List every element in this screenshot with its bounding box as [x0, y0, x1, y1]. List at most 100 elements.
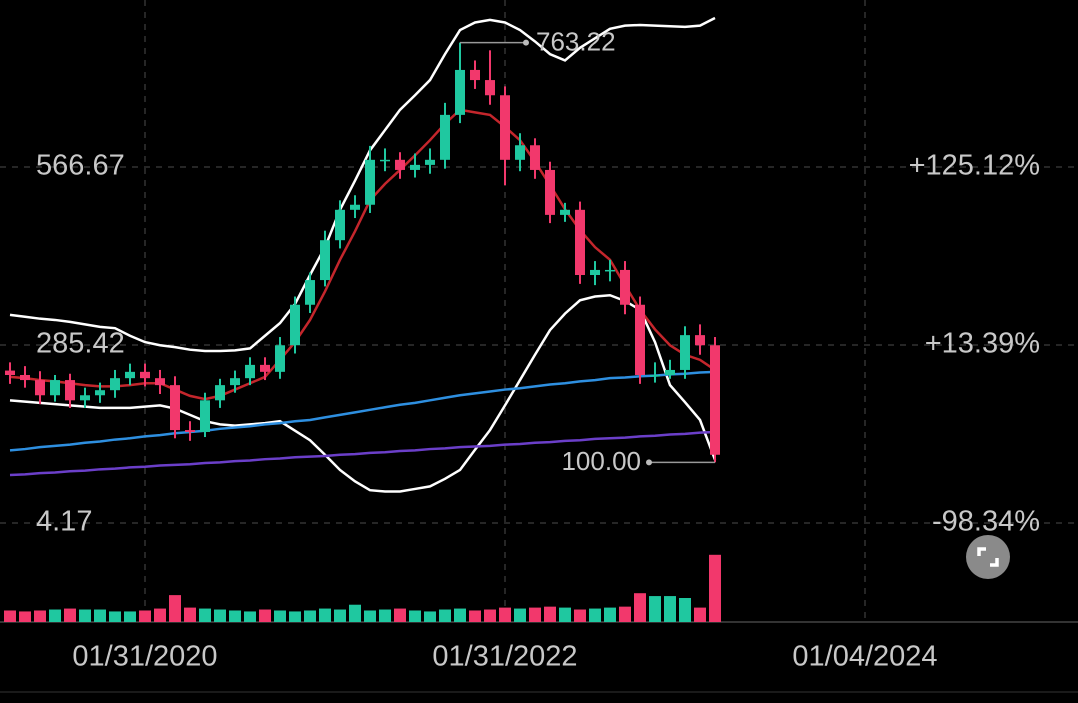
volume-bar: [94, 609, 106, 622]
candle-body: [290, 304, 300, 346]
volume-bar: [4, 610, 16, 622]
annotation-label: 763.22: [536, 26, 616, 56]
y2-tick-label: -98.34%: [932, 506, 1040, 538]
volume-bar: [559, 607, 571, 622]
overlay-line: [9, 16, 716, 353]
expand-icon[interactable]: [977, 547, 999, 567]
volume-bar: [529, 607, 541, 622]
candle-body: [410, 164, 420, 170]
candle-body: [80, 395, 90, 401]
candle-body: [5, 370, 15, 376]
annotation-dot: [523, 39, 529, 46]
y-tick-label: 566.67: [36, 150, 125, 182]
volume-bar: [469, 610, 481, 622]
volume-bar: [439, 609, 451, 622]
volume-bar: [229, 610, 241, 622]
volume-bar: [139, 610, 151, 622]
volume-bar: [574, 609, 586, 622]
y-tick-label: 4.17: [36, 506, 92, 538]
volume-bar: [64, 608, 76, 622]
candle-body: [665, 369, 675, 376]
candle-body: [260, 364, 270, 372]
volume-bar: [679, 598, 691, 622]
candle-body: [455, 69, 465, 115]
annotation-dot: [646, 459, 652, 466]
volume-bar: [649, 596, 661, 622]
candle-body: [245, 364, 255, 379]
volume-bar: [334, 609, 346, 622]
candle-body: [545, 169, 555, 215]
volume-bar: [154, 608, 166, 622]
candle-body: [485, 80, 495, 96]
volume-bar: [619, 606, 631, 622]
candle-body: [500, 95, 510, 160]
x-tick-label: 01/31/2022: [432, 641, 577, 673]
volume-bar: [604, 607, 616, 622]
y-tick-label: 285.42: [36, 328, 125, 360]
candle-body: [65, 380, 75, 401]
candle-body: [635, 304, 645, 376]
candle-body: [185, 430, 195, 432]
candle-body: [605, 269, 615, 272]
volume-bar: [544, 606, 556, 622]
volume-bar: [124, 611, 136, 622]
candle-body: [440, 114, 450, 160]
candle-body: [335, 209, 345, 241]
candle-body: [125, 371, 135, 379]
volume-bar: [214, 609, 226, 622]
volume-bar: [259, 609, 271, 622]
volume-bar: [34, 610, 46, 622]
volume-bar: [634, 593, 646, 622]
volume-bar: [379, 609, 391, 622]
volume-bar: [184, 607, 196, 622]
volume-bar: [499, 607, 511, 622]
candle-body: [35, 380, 45, 396]
volume-bar: [289, 611, 301, 622]
candle-body: [560, 209, 570, 215]
volume-bar: [199, 608, 211, 622]
candle-body: [395, 159, 405, 170]
volume-bar: [694, 607, 706, 622]
volume-bar: [514, 608, 526, 622]
volume-bar: [349, 604, 361, 622]
volume-bar: [424, 611, 436, 622]
candle-body: [110, 378, 120, 391]
volume-bar: [409, 610, 421, 622]
candle-body: [710, 345, 720, 455]
overlay-line: [9, 370, 716, 452]
candle-body: [650, 375, 660, 377]
candle-body: [140, 371, 150, 379]
candle-body: [200, 400, 210, 432]
volume-bar: [274, 610, 286, 622]
candle-body: [275, 345, 285, 372]
y2-tick-label: +125.12%: [909, 150, 1040, 182]
candle-body: [425, 159, 435, 165]
overlay-line: [9, 108, 716, 401]
candle-body: [620, 269, 630, 305]
expand-circle[interactable]: [966, 535, 1010, 579]
plot-layer: 01/31/2020 01/31/2022 01/04/2024 763.22 100.…: [0, 0, 1078, 673]
candle-body: [350, 204, 360, 210]
x-tick-label: 01/04/2024: [792, 641, 937, 673]
volume-bar: [79, 609, 91, 622]
expand-button[interactable]: [966, 535, 1010, 579]
volume-bar: [454, 608, 466, 622]
candle-body: [590, 269, 600, 276]
y2-tick-label: +13.39%: [925, 328, 1040, 360]
candle-body: [215, 385, 225, 401]
volume-bar: [589, 608, 601, 622]
volume-bar: [109, 611, 121, 622]
candle-body: [380, 159, 390, 162]
volume-bar: [19, 611, 31, 622]
volume-bar: [709, 554, 721, 622]
candle-body: [365, 159, 375, 205]
volume-bar: [169, 595, 181, 622]
volume-bar: [664, 596, 676, 622]
candle-body: [230, 378, 240, 386]
volume-bar: [394, 608, 406, 622]
candle-body: [320, 240, 330, 281]
x-tick-label: 01/31/2020: [72, 641, 217, 673]
candle-body: [95, 390, 105, 396]
